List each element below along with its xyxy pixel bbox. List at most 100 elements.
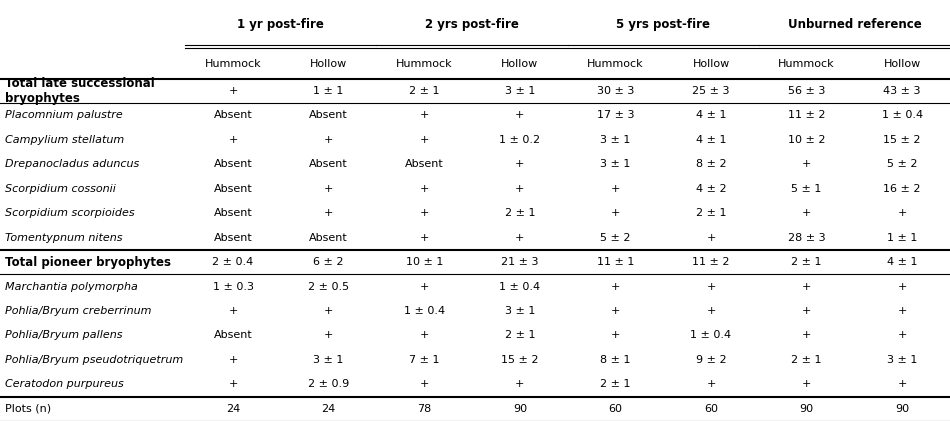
Text: 1 ± 0.2: 1 ± 0.2	[500, 135, 541, 145]
Text: +: +	[515, 379, 524, 389]
Text: Absent: Absent	[214, 330, 253, 341]
Text: 10 ± 2: 10 ± 2	[788, 135, 826, 145]
Text: Absent: Absent	[310, 110, 348, 120]
Text: +: +	[707, 379, 715, 389]
Text: +: +	[420, 184, 428, 194]
Text: 1 ± 0.4: 1 ± 0.4	[404, 306, 445, 316]
Text: 7 ± 1: 7 ± 1	[409, 355, 440, 365]
Text: +: +	[898, 282, 907, 291]
Text: 15 ± 2: 15 ± 2	[884, 135, 921, 145]
Text: Unburned reference: Unburned reference	[788, 18, 922, 31]
Text: Placomnium palustre: Placomnium palustre	[5, 110, 123, 120]
Text: +: +	[228, 306, 238, 316]
Text: 3 ± 1: 3 ± 1	[314, 355, 344, 365]
Text: 15 ± 2: 15 ± 2	[501, 355, 539, 365]
Text: 11 ± 2: 11 ± 2	[693, 257, 730, 267]
Text: Scorpidium cossonii: Scorpidium cossonii	[5, 184, 116, 194]
Text: Absent: Absent	[405, 159, 444, 169]
Text: +: +	[228, 86, 238, 96]
Text: Absent: Absent	[310, 159, 348, 169]
Text: 3 ± 1: 3 ± 1	[504, 86, 535, 96]
Text: Hollow: Hollow	[502, 59, 539, 69]
Text: +: +	[420, 233, 428, 242]
Text: 2 ± 1: 2 ± 1	[791, 355, 822, 365]
Text: +: +	[707, 233, 715, 242]
Text: 1 ± 0.4: 1 ± 0.4	[500, 282, 541, 291]
Text: 2 ± 1: 2 ± 1	[695, 208, 726, 218]
Text: Drepanocladus aduncus: Drepanocladus aduncus	[5, 159, 139, 169]
Text: Hollow: Hollow	[310, 59, 348, 69]
Text: 25 ± 3: 25 ± 3	[693, 86, 730, 96]
Text: +: +	[898, 330, 907, 341]
Text: +: +	[420, 135, 428, 145]
Text: 90: 90	[513, 404, 527, 414]
Text: 60: 60	[608, 404, 622, 414]
Text: Hummock: Hummock	[396, 59, 452, 69]
Text: 1 ± 0.3: 1 ± 0.3	[213, 282, 254, 291]
Text: 4 ± 1: 4 ± 1	[887, 257, 918, 267]
Text: +: +	[802, 306, 811, 316]
Text: 11 ± 2: 11 ± 2	[788, 110, 826, 120]
Text: 3 ± 1: 3 ± 1	[600, 135, 631, 145]
Text: 5 yrs post-fire: 5 yrs post-fire	[617, 18, 711, 31]
Text: +: +	[324, 306, 333, 316]
Text: 1 ± 1: 1 ± 1	[314, 86, 344, 96]
Text: Pohlia/Bryum pseudotriquetrum: Pohlia/Bryum pseudotriquetrum	[5, 355, 183, 365]
Text: 24: 24	[226, 404, 240, 414]
Text: Hummock: Hummock	[205, 59, 261, 69]
Text: Tomentypnum nitens: Tomentypnum nitens	[5, 233, 123, 242]
Text: +: +	[420, 110, 428, 120]
Text: 4 ± 1: 4 ± 1	[695, 135, 726, 145]
Text: Hummock: Hummock	[778, 59, 835, 69]
Text: 8 ± 1: 8 ± 1	[600, 355, 631, 365]
Text: +: +	[898, 306, 907, 316]
Text: Absent: Absent	[214, 184, 253, 194]
Text: 6 ± 2: 6 ± 2	[314, 257, 344, 267]
Text: +: +	[420, 330, 428, 341]
Text: 2 ± 1: 2 ± 1	[600, 379, 631, 389]
Text: 10 ± 1: 10 ± 1	[406, 257, 443, 267]
Text: +: +	[707, 282, 715, 291]
Text: 3 ± 1: 3 ± 1	[504, 306, 535, 316]
Text: Absent: Absent	[214, 159, 253, 169]
Text: +: +	[324, 184, 333, 194]
Text: Absent: Absent	[214, 208, 253, 218]
Text: Hollow: Hollow	[884, 59, 921, 69]
Text: 2 ± 0.9: 2 ± 0.9	[308, 379, 350, 389]
Text: Ceratodon purpureus: Ceratodon purpureus	[5, 379, 124, 389]
Text: +: +	[707, 306, 715, 316]
Text: 2 ± 1: 2 ± 1	[504, 208, 535, 218]
Text: Scorpidium scorpioides: Scorpidium scorpioides	[5, 208, 134, 218]
Text: +: +	[611, 330, 620, 341]
Text: 21 ± 3: 21 ± 3	[501, 257, 539, 267]
Text: 4 ± 2: 4 ± 2	[695, 184, 727, 194]
Text: +: +	[802, 208, 811, 218]
Text: +: +	[324, 135, 333, 145]
Text: 16 ± 2: 16 ± 2	[884, 184, 921, 194]
Text: 78: 78	[417, 404, 431, 414]
Text: +: +	[420, 208, 428, 218]
Text: +: +	[228, 135, 238, 145]
Text: 11 ± 1: 11 ± 1	[597, 257, 634, 267]
Text: +: +	[324, 208, 333, 218]
Text: 5 ± 2: 5 ± 2	[887, 159, 918, 169]
Text: 1 ± 0.4: 1 ± 0.4	[691, 330, 732, 341]
Text: +: +	[802, 282, 811, 291]
Text: +: +	[898, 208, 907, 218]
Text: Total pioneer bryophytes: Total pioneer bryophytes	[5, 256, 171, 269]
Text: 17 ± 3: 17 ± 3	[597, 110, 635, 120]
Text: 3 ± 1: 3 ± 1	[887, 355, 918, 365]
Text: 5 ± 1: 5 ± 1	[791, 184, 822, 194]
Text: 90: 90	[895, 404, 909, 414]
Text: 2 ± 0.4: 2 ± 0.4	[213, 257, 254, 267]
Text: +: +	[324, 330, 333, 341]
Text: +: +	[898, 379, 907, 389]
Text: +: +	[515, 184, 524, 194]
Text: Hollow: Hollow	[693, 59, 730, 69]
Text: 3 ± 1: 3 ± 1	[600, 159, 631, 169]
Text: 90: 90	[800, 404, 813, 414]
Text: +: +	[515, 159, 524, 169]
Text: +: +	[802, 159, 811, 169]
Text: +: +	[420, 282, 428, 291]
Text: +: +	[611, 208, 620, 218]
